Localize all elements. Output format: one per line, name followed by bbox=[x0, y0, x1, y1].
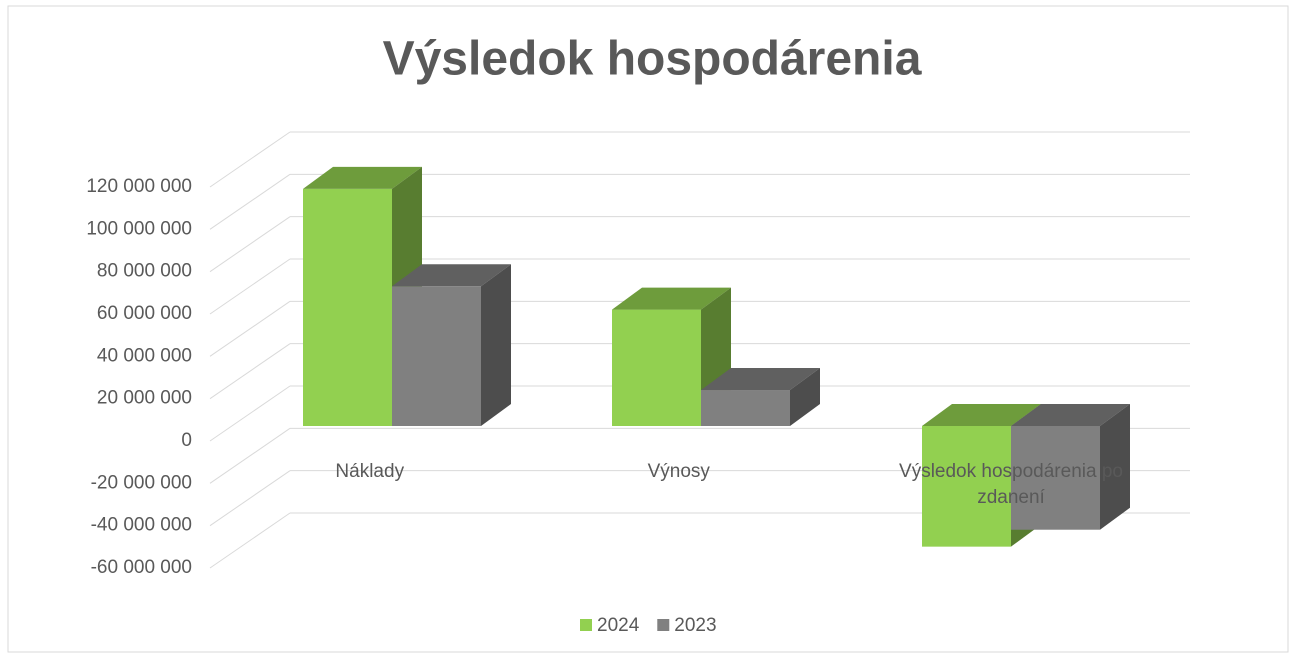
legend-swatch bbox=[580, 619, 592, 631]
chart-title: Výsledok hospodárenia bbox=[383, 33, 922, 86]
x-tick-label: Náklady bbox=[335, 461, 405, 482]
bar bbox=[303, 188, 392, 426]
grid-line bbox=[209, 343, 291, 400]
y-tick-label: -20 000 000 bbox=[91, 472, 192, 493]
grid-line bbox=[209, 385, 291, 442]
chart-border bbox=[7, 5, 1289, 653]
bar bbox=[922, 426, 1011, 547]
y-tick-label: 100 000 000 bbox=[86, 218, 192, 239]
x-tick-label: Výsledok hospodárenia po zdanení bbox=[899, 461, 1123, 508]
bar-top bbox=[922, 404, 1041, 426]
y-tick-label: 60 000 000 bbox=[97, 303, 192, 324]
y-tick-label: -40 000 000 bbox=[91, 515, 192, 536]
grid-line bbox=[209, 470, 291, 527]
bar-side bbox=[481, 264, 511, 426]
y-tick-label: 0 bbox=[181, 430, 192, 451]
bar bbox=[701, 390, 790, 426]
bar bbox=[392, 286, 481, 426]
bar-top bbox=[1011, 404, 1130, 426]
y-tick-label: 20 000 000 bbox=[97, 388, 192, 409]
bar bbox=[612, 309, 701, 426]
bar-top bbox=[612, 287, 731, 310]
grid-line bbox=[209, 258, 291, 315]
bar-top bbox=[392, 264, 511, 287]
y-tick-label: 120 000 000 bbox=[86, 176, 192, 197]
legend-swatch bbox=[657, 619, 670, 631]
x-tick-label: Výnosy bbox=[647, 461, 710, 482]
y-tick-label: 80 000 000 bbox=[97, 261, 192, 282]
y-tick-label: -60 000 000 bbox=[91, 557, 192, 578]
grid-line bbox=[209, 300, 291, 357]
bar-top bbox=[701, 368, 820, 391]
grid-line bbox=[209, 512, 291, 569]
y-tick-label: 40 000 000 bbox=[97, 345, 192, 366]
grid-line bbox=[209, 427, 291, 484]
legend-label: 2024 bbox=[597, 615, 640, 636]
bar bbox=[1011, 426, 1100, 530]
legend-label: 2023 bbox=[674, 615, 716, 636]
grid-line bbox=[209, 173, 291, 230]
bar-side bbox=[1100, 404, 1130, 530]
grid-line bbox=[209, 131, 291, 188]
grid-line bbox=[209, 216, 291, 273]
bar-side bbox=[790, 368, 820, 426]
bar-top bbox=[303, 166, 422, 189]
